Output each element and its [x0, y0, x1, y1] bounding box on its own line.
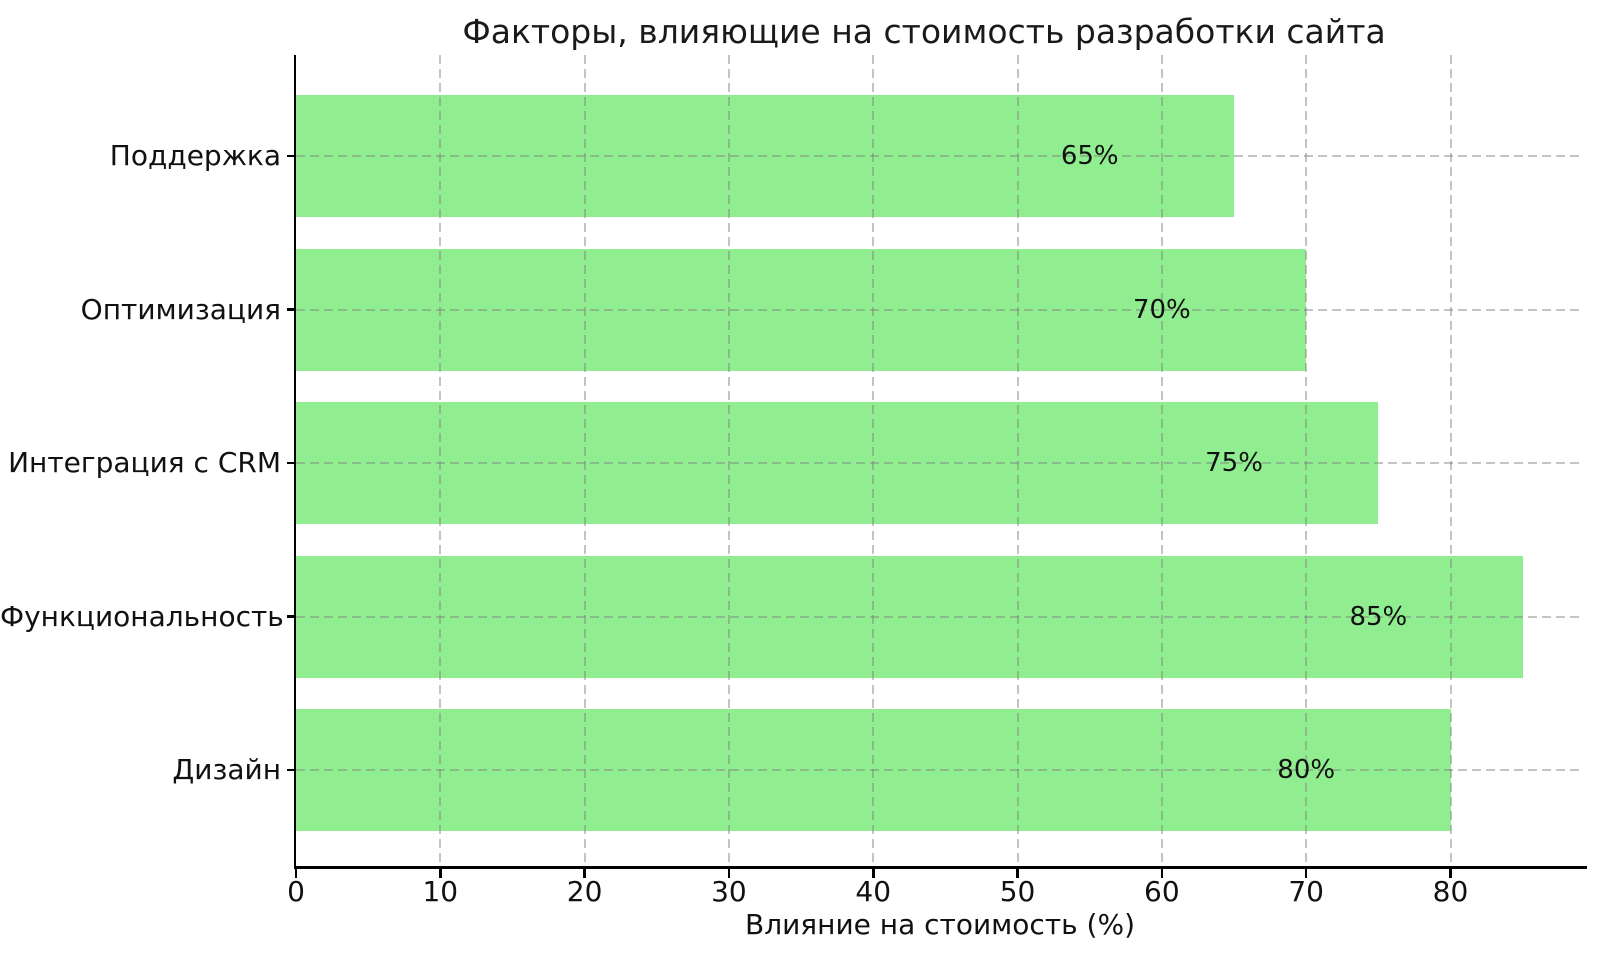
- x-tick-label: 40: [855, 875, 892, 908]
- grid-line-horizontal: [296, 308, 1584, 311]
- x-tick-mark: [1304, 868, 1308, 878]
- x-axis-title: Влияние на стоимость (%): [745, 908, 1135, 941]
- x-tick-mark: [1160, 868, 1164, 878]
- grid-line-horizontal: [296, 155, 1584, 157]
- grid-line-vertical: [1305, 55, 1308, 866]
- grid-line-vertical: [439, 55, 442, 866]
- x-tick-label: 60: [1144, 875, 1180, 908]
- bar: [296, 555, 1523, 678]
- y-tick-mark: [287, 615, 296, 618]
- x-tick-mark: [872, 868, 875, 878]
- plot-area: 65% 70% 75% 85% 80%: [296, 55, 1584, 866]
- grid-line-vertical: [583, 55, 586, 866]
- grid-line-vertical: [872, 55, 875, 866]
- x-tick-label: 10: [422, 875, 459, 908]
- x-tick-mark: [727, 868, 731, 878]
- x-tick-mark: [439, 868, 442, 878]
- x-tick-label: 20: [566, 875, 603, 908]
- grid-line-vertical: [727, 55, 730, 866]
- bar: [296, 248, 1307, 371]
- grid-line-vertical: [1160, 55, 1163, 866]
- y-tick-mark: [287, 768, 296, 772]
- x-tick-mark: [294, 868, 298, 878]
- y-axis-spine: [293, 55, 296, 868]
- grid-line-vertical: [1449, 55, 1452, 866]
- x-tick-label: 0: [287, 875, 305, 908]
- x-axis-spine: [293, 866, 1587, 869]
- bar-value-label: 75%: [1205, 448, 1263, 478]
- y-tick-label: Поддержка: [109, 139, 281, 172]
- y-tick-mark: [287, 461, 296, 465]
- y-tick-label: Дизайн: [172, 753, 281, 786]
- x-tick-label: 50: [999, 875, 1036, 908]
- x-tick-mark: [583, 868, 586, 878]
- y-tick-label: Функциональность: [0, 599, 284, 633]
- bar-value-label: 65%: [1060, 141, 1119, 171]
- bar: [296, 402, 1379, 524]
- bar-value-label: 70%: [1132, 294, 1191, 325]
- bar: [296, 709, 1451, 831]
- grid-line-vertical: [1016, 55, 1019, 866]
- grid-line-horizontal: [296, 769, 1584, 771]
- y-tick-mark: [287, 154, 296, 158]
- y-tick-label: Интеграция с CRM: [8, 446, 281, 479]
- x-tick-label: 70: [1288, 875, 1325, 908]
- bar-value-label: 80%: [1277, 755, 1336, 785]
- grid-line-horizontal: [296, 462, 1584, 464]
- grid-line-horizontal: [296, 615, 1584, 618]
- bar-value-label: 85%: [1349, 601, 1408, 632]
- x-tick-mark: [1449, 868, 1452, 878]
- y-tick-mark: [287, 308, 296, 311]
- x-tick-mark: [1016, 868, 1019, 878]
- bar: [296, 95, 1235, 217]
- x-tick-label: 80: [1432, 875, 1469, 908]
- x-tick-label: 30: [711, 875, 747, 908]
- chart-title: Факторы, влияющие на стоимость разработк…: [462, 12, 1386, 51]
- y-tick-label: Оптимизация: [80, 292, 281, 326]
